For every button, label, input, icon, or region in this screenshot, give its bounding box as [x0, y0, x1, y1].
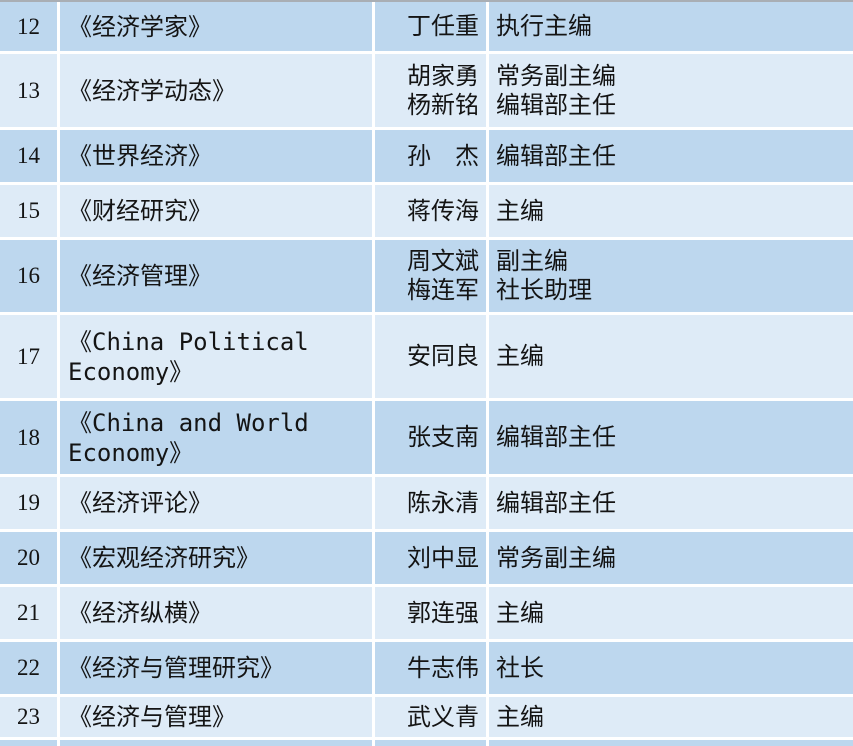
editor-names: 丁任重 — [375, 2, 489, 51]
journal-name: 《经济学动态》 — [60, 54, 375, 127]
journal-name: 《经济与管理》 — [60, 697, 375, 737]
journal-name: 《China Political Economy》 — [60, 315, 375, 398]
journal-name: 《宏观经济研究》 — [60, 532, 375, 584]
editor-titles: 主编 — [489, 185, 853, 237]
editor-title: 主编 — [496, 599, 544, 627]
editor-names: 武义青 — [375, 697, 489, 737]
editor-title: 社长助理 — [496, 277, 592, 304]
editor-titles: 常务副主编 — [489, 532, 853, 584]
journal-name — [60, 740, 375, 746]
table-row: 17 《China Political Economy》 安同良 主编 — [0, 315, 853, 401]
journal-name: 《China and World Economy》 — [60, 401, 375, 474]
editor-title: 常务副主编 — [496, 544, 616, 572]
editor-name: 梅连军 — [407, 277, 479, 304]
editor-title: 主编 — [496, 343, 544, 370]
editor-title: 社长 — [496, 654, 544, 682]
row-number: 17 — [0, 315, 60, 398]
editor-title: 主编 — [496, 197, 544, 225]
row-number: 15 — [0, 185, 60, 237]
editor-name: 郭连强 — [407, 599, 479, 627]
row-number: 14 — [0, 130, 60, 182]
editor-name: 孙 杰 — [407, 142, 479, 170]
editor-names — [375, 740, 489, 746]
journal-name: 《经济评论》 — [60, 477, 375, 529]
editor-titles: 常务副主编 编辑部主任 — [489, 54, 853, 127]
journal-name: 《经济纵横》 — [60, 587, 375, 639]
editor-titles: 主编 — [489, 697, 853, 737]
row-number: 13 — [0, 54, 60, 127]
editor-title: 编辑部主任 — [496, 91, 616, 119]
table-row: 15 《财经研究》 蒋传海 主编 — [0, 185, 853, 240]
editor-title: 主编 — [496, 703, 544, 731]
editor-name: 刘中显 — [407, 544, 479, 572]
editor-name: 武义青 — [407, 703, 479, 731]
editor-names: 孙 杰 — [375, 130, 489, 182]
table-top-edge-line — [0, 0, 853, 2]
table-row: 14 《世界经济》 孙 杰 编辑部主任 — [0, 130, 853, 185]
journal-name: 《世界经济》 — [60, 130, 375, 182]
editor-titles: 副主编 社长助理 — [489, 240, 853, 312]
editor-titles: 主编 — [489, 315, 853, 398]
editor-name: 蒋传海 — [407, 197, 479, 225]
editor-titles — [489, 740, 853, 746]
row-number: 16 — [0, 240, 60, 312]
editor-title: 编辑部主任 — [496, 489, 616, 517]
table-row: 19 《经济评论》 陈永清 编辑部主任 — [0, 477, 853, 532]
editor-names: 周文斌 梅连军 — [375, 240, 489, 312]
editor-name: 杨新铭 — [407, 91, 479, 119]
editor-name: 周文斌 — [407, 248, 479, 275]
row-number: 23 — [0, 697, 60, 737]
table-row: 22 《经济与管理研究》 牛志伟 社长 — [0, 642, 853, 697]
editor-names: 刘中显 — [375, 532, 489, 584]
row-number: 21 — [0, 587, 60, 639]
editor-names: 牛志伟 — [375, 642, 489, 694]
editor-title: 常务副主编 — [496, 62, 616, 90]
editor-name: 安同良 — [407, 343, 479, 370]
row-number: 12 — [0, 2, 60, 51]
journal-name: 《财经研究》 — [60, 185, 375, 237]
editor-names: 郭连强 — [375, 587, 489, 639]
editor-title: 编辑部主任 — [496, 142, 616, 170]
editor-name: 张支南 — [407, 424, 479, 451]
editor-names: 张支南 — [375, 401, 489, 474]
table-row: 12 《经济学家》 丁任重 执行主编 — [0, 2, 853, 54]
editor-title: 副主编 — [496, 248, 568, 275]
editor-titles: 编辑部主任 — [489, 130, 853, 182]
row-number — [0, 740, 60, 746]
journal-name: 《经济学家》 — [60, 2, 375, 51]
editor-name: 陈永清 — [407, 489, 479, 517]
table-row: 23 《经济与管理》 武义青 主编 — [0, 697, 853, 740]
table-row: 18 《China and World Economy》 张支南 编辑部主任 — [0, 401, 853, 477]
row-number: 22 — [0, 642, 60, 694]
editor-titles: 主编 — [489, 587, 853, 639]
editor-titles: 执行主编 — [489, 2, 853, 51]
row-number: 18 — [0, 401, 60, 474]
editor-name: 胡家勇 — [407, 62, 479, 90]
editor-titles: 社长 — [489, 642, 853, 694]
journal-name: 《经济与管理研究》 — [60, 642, 375, 694]
editor-names: 蒋传海 — [375, 185, 489, 237]
table-row: 21 《经济纵横》 郭连强 主编 — [0, 587, 853, 642]
table-row: 13 《经济学动态》 胡家勇 杨新铭 常务副主编 编辑部主任 — [0, 54, 853, 130]
editor-names: 陈永清 — [375, 477, 489, 529]
editor-titles: 编辑部主任 — [489, 401, 853, 474]
editor-title: 编辑部主任 — [496, 424, 616, 451]
editor-title: 执行主编 — [496, 13, 592, 40]
editor-names: 安同良 — [375, 315, 489, 398]
table-row: 16 《经济管理》 周文斌 梅连军 副主编 社长助理 — [0, 240, 853, 315]
next-row-partial — [0, 740, 853, 746]
editor-names: 胡家勇 杨新铭 — [375, 54, 489, 127]
editor-titles: 编辑部主任 — [489, 477, 853, 529]
row-number: 20 — [0, 532, 60, 584]
journal-name: 《经济管理》 — [60, 240, 375, 312]
row-number: 19 — [0, 477, 60, 529]
table-row: 20 《宏观经济研究》 刘中显 常务副主编 — [0, 532, 853, 587]
editor-name: 牛志伟 — [407, 654, 479, 682]
editor-name: 丁任重 — [407, 13, 479, 40]
